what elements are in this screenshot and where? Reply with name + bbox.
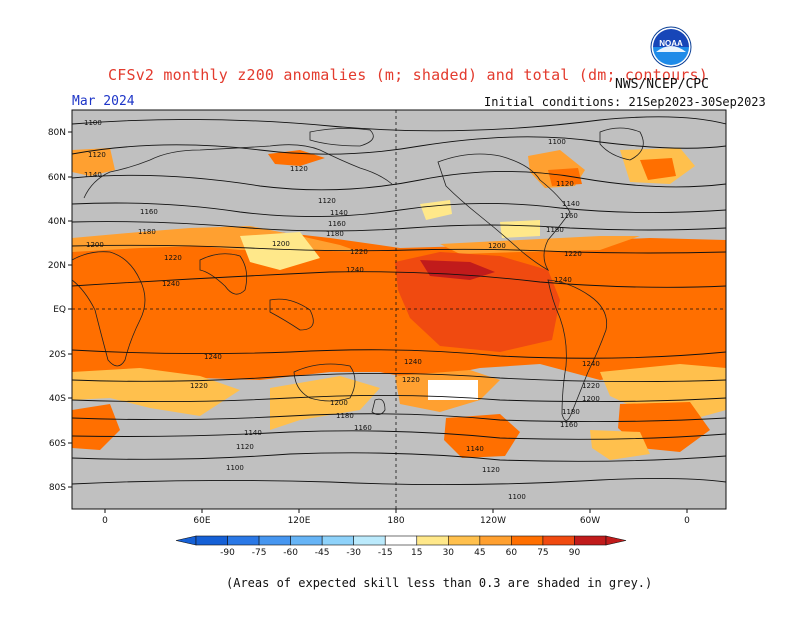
lat-label: 60S	[49, 439, 66, 449]
colorbar-swatch	[227, 535, 260, 546]
colorbar-tick-label: -30	[346, 548, 361, 558]
svg-text:1100: 1100	[226, 464, 244, 472]
colorbar-tick-label: -60	[283, 548, 298, 558]
lat-label: EQ	[53, 305, 66, 315]
svg-text:1220: 1220	[582, 382, 600, 390]
colorbar-tick-label: 15	[411, 548, 422, 558]
lat-label: 40N	[48, 217, 66, 227]
svg-text:1240: 1240	[346, 266, 364, 274]
forecast-month: Mar 2024	[72, 94, 135, 109]
colorbar-swatch	[542, 535, 575, 546]
svg-text:1120: 1120	[318, 197, 336, 205]
svg-text:1100: 1100	[508, 493, 526, 501]
colorbar-tick-label: 90	[569, 548, 581, 558]
colorbar-swatch	[258, 535, 291, 546]
svg-text:1120: 1120	[88, 151, 106, 159]
svg-text:1100: 1100	[84, 119, 102, 127]
svg-text:1200: 1200	[272, 240, 290, 248]
colorbar-swatch	[195, 535, 228, 546]
height-contours	[72, 116, 726, 486]
colorbar-swatch	[511, 535, 544, 546]
svg-text:1200: 1200	[582, 395, 600, 403]
initial-conditions: Initial conditions: 21Sep2023-30Sep2023	[484, 95, 766, 109]
svg-text:1160: 1160	[354, 424, 372, 432]
colorbar-tick-label: 45	[474, 548, 485, 558]
noaa-logo-icon: NOAA	[650, 26, 692, 68]
svg-text:NOAA: NOAA	[659, 39, 683, 48]
svg-text:1200: 1200	[488, 242, 506, 250]
colorbar-swatch	[321, 535, 354, 546]
lon-label: 180	[387, 516, 404, 526]
svg-text:1240: 1240	[554, 276, 572, 284]
svg-text:1120: 1120	[236, 443, 254, 451]
lon-label: 0	[102, 516, 108, 526]
svg-text:1220: 1220	[190, 382, 208, 390]
colorbar-tick-label: -15	[378, 548, 393, 558]
svg-text:1140: 1140	[466, 445, 484, 453]
latitude-axis: 80N 60N 40N 20N EQ 20S 40S 60S 80S	[48, 128, 72, 493]
contour-labels: 1100 1120 1140 1120 1100 1120 1120 1140 …	[84, 119, 600, 501]
colorbar-tick-label: 75	[537, 548, 548, 558]
colorbar-tick-label: 60	[506, 548, 518, 558]
colorbar: -90 -75 -60 -45 -30 -15 15 30 45 60 75 90	[175, 535, 627, 558]
lon-label: 120W	[480, 516, 506, 526]
svg-text:1120: 1120	[482, 466, 500, 474]
lat-label: 80N	[48, 128, 66, 138]
svg-text:1200: 1200	[86, 241, 104, 249]
svg-text:1180: 1180	[562, 408, 580, 416]
skill-note: (Areas of expected skill less than 0.3 a…	[226, 576, 653, 590]
lat-label: 20S	[49, 350, 66, 360]
colorbar-tick-label: -90	[220, 548, 235, 558]
svg-text:1140: 1140	[330, 209, 348, 217]
lat-label: 20N	[48, 261, 66, 271]
colorbar-swatch	[384, 535, 418, 546]
anomaly-shading	[72, 148, 726, 460]
longitude-axis: 0 60E 120E 180 120W 60W 0	[102, 509, 690, 526]
svg-text:1180: 1180	[336, 412, 354, 420]
colorbar-swatch	[448, 535, 481, 546]
svg-text:1240: 1240	[162, 280, 180, 288]
svg-text:1240: 1240	[204, 353, 222, 361]
lon-label: 0	[684, 516, 690, 526]
agency-label: NWS/NCEP/CPC	[615, 77, 709, 92]
colorbar-tick-label: 30	[443, 548, 455, 558]
svg-text:1240: 1240	[582, 360, 600, 368]
lat-label: 40S	[49, 394, 66, 404]
svg-text:1180: 1180	[326, 230, 344, 238]
svg-text:1140: 1140	[84, 171, 102, 179]
svg-text:1120: 1120	[290, 165, 308, 173]
svg-text:1160: 1160	[560, 212, 578, 220]
svg-text:1160: 1160	[140, 208, 158, 216]
colorbar-swatch	[479, 535, 512, 546]
svg-text:1160: 1160	[560, 421, 578, 429]
svg-text:1140: 1140	[244, 429, 262, 437]
lat-label: 60N	[48, 173, 66, 183]
colorbar-left-arrow	[175, 535, 197, 546]
svg-text:1200: 1200	[330, 399, 348, 407]
svg-text:1140: 1140	[562, 200, 580, 208]
svg-text:1240: 1240	[404, 358, 422, 366]
colorbar-swatch	[353, 535, 386, 546]
colorbar-tick-label: -75	[252, 548, 267, 558]
svg-text:1180: 1180	[138, 228, 156, 236]
lat-label: 80S	[49, 483, 66, 493]
colorbar-tick-label: -45	[315, 548, 330, 558]
svg-text:1220: 1220	[402, 376, 420, 384]
lon-label: 60E	[193, 516, 210, 526]
colorbar-right-arrow	[605, 535, 627, 546]
colorbar-swatch	[574, 535, 607, 546]
colorbar-swatch	[416, 535, 449, 546]
svg-text:1220: 1220	[350, 248, 368, 256]
lon-label: 120E	[288, 516, 311, 526]
svg-text:1180: 1180	[546, 226, 564, 234]
svg-text:1220: 1220	[564, 250, 582, 258]
chart-title: CFSv2 monthly z200 anomalies (m; shaded)…	[108, 66, 708, 84]
svg-text:1220: 1220	[164, 254, 182, 262]
svg-text:1120: 1120	[556, 180, 574, 188]
lon-label: 60W	[580, 516, 600, 526]
colorbar-swatch	[290, 535, 323, 546]
svg-text:1160: 1160	[328, 220, 346, 228]
svg-text:1100: 1100	[548, 138, 566, 146]
